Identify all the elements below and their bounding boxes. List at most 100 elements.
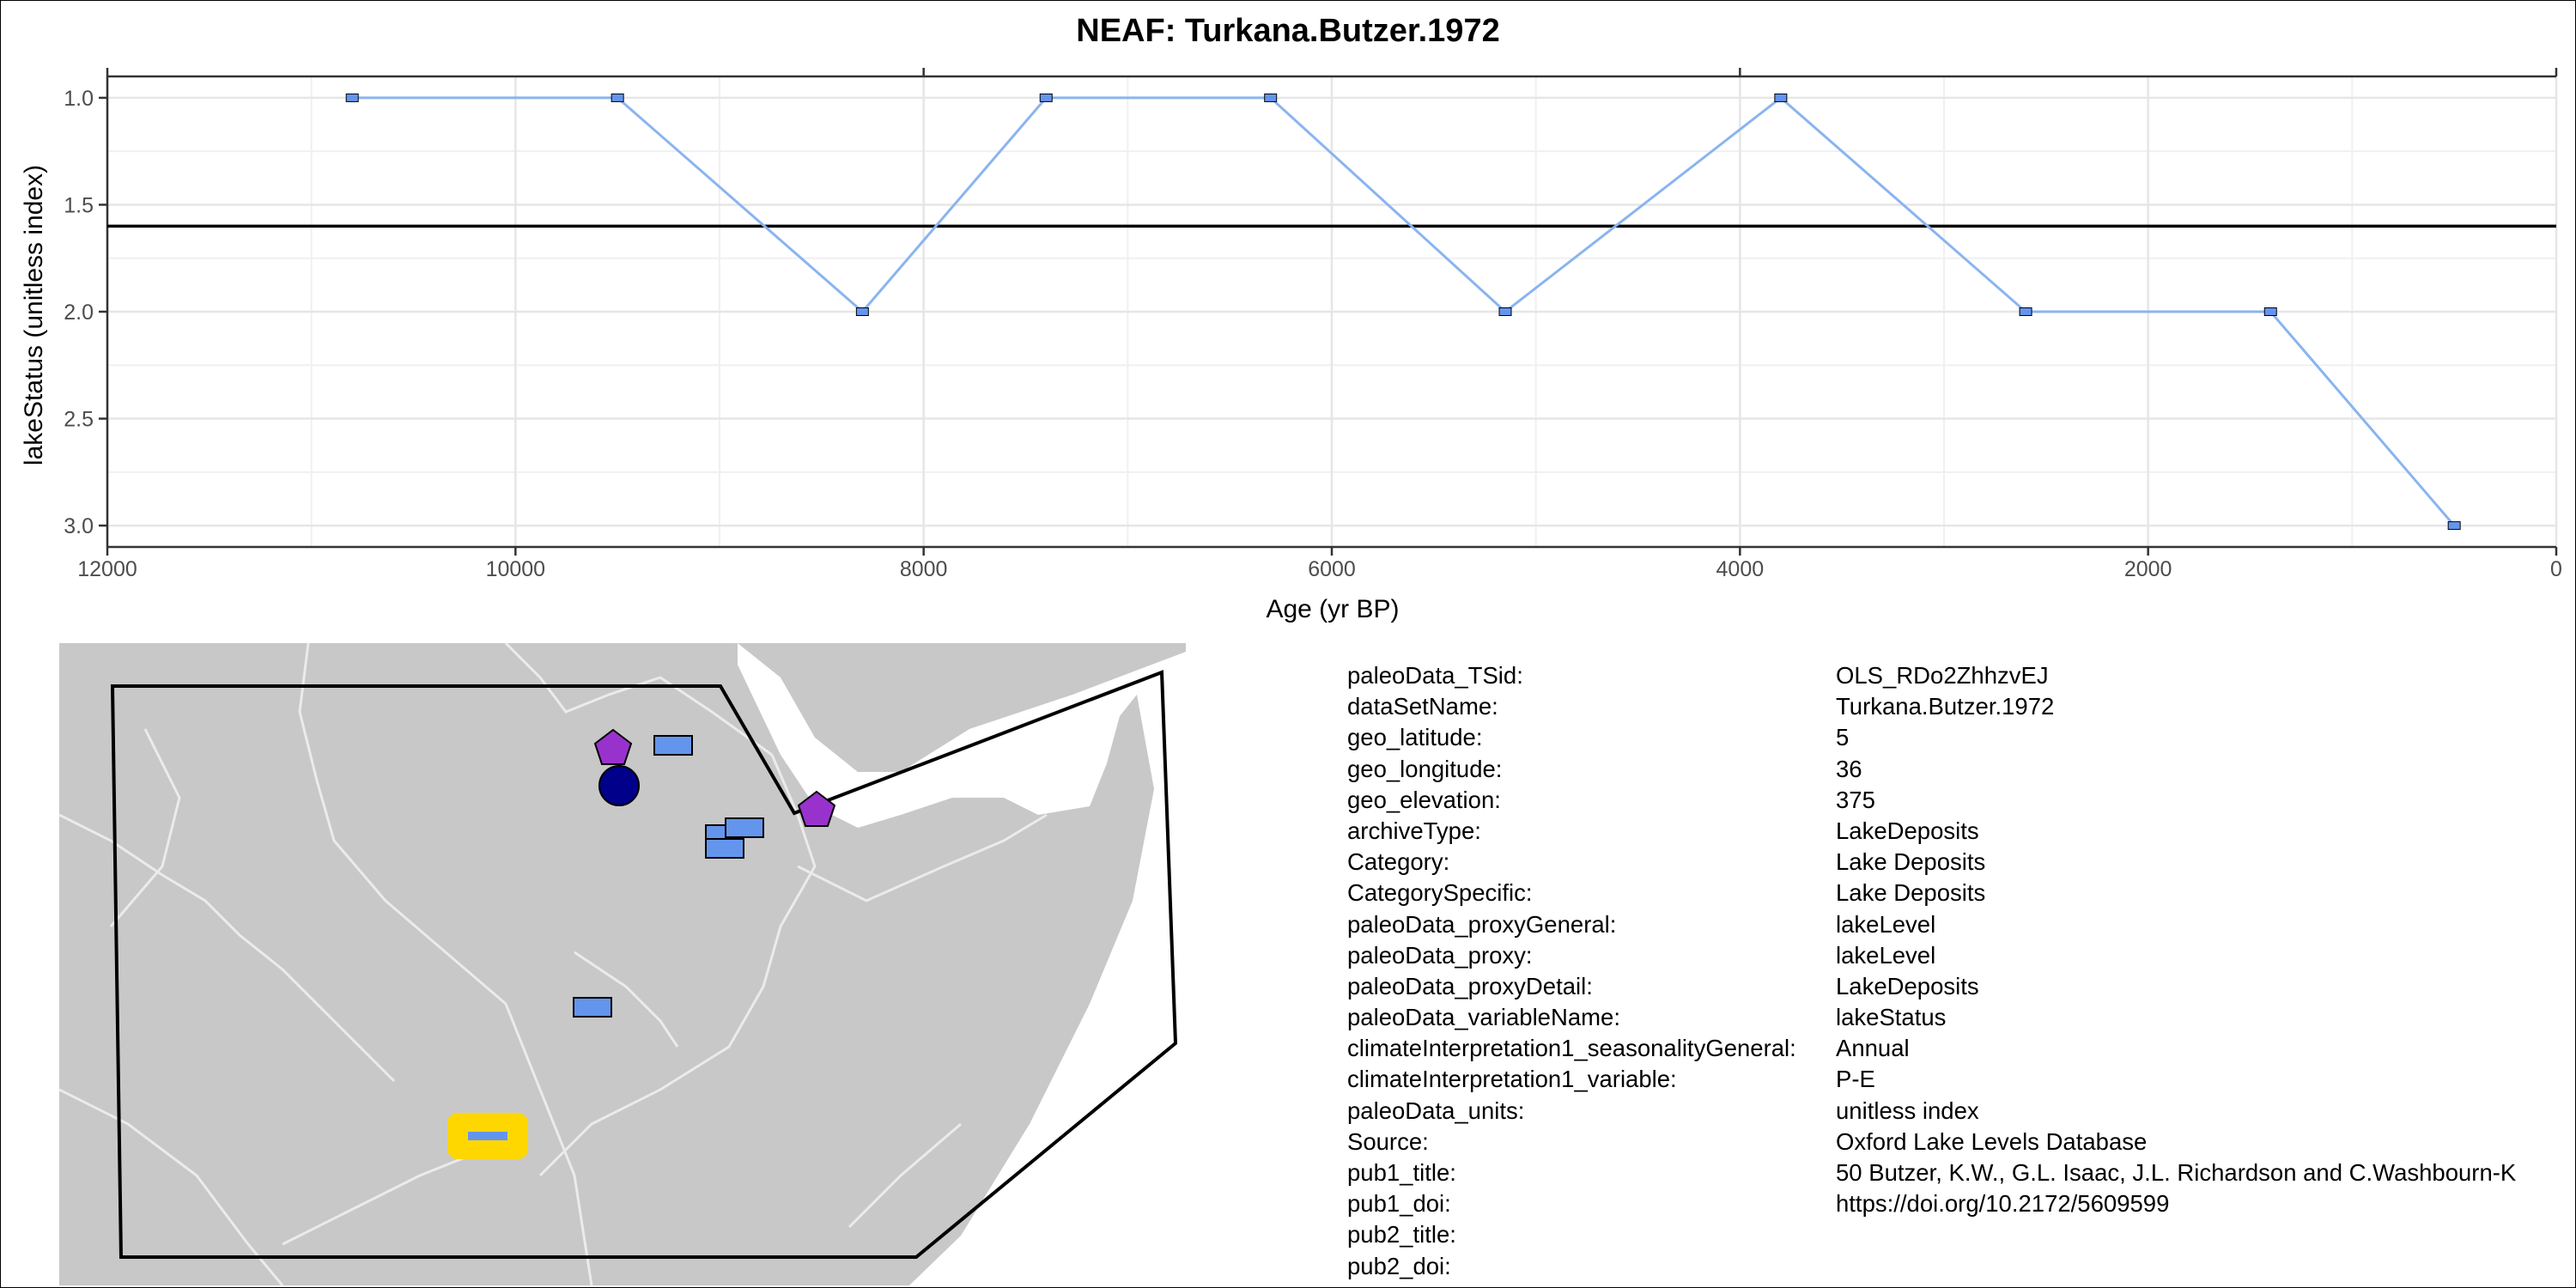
metadata-row: archiveType: LakeDeposits xyxy=(1347,816,2516,847)
y-tick-label: 1.5 xyxy=(64,193,94,217)
data-point xyxy=(855,307,869,316)
metadata-row: paleoData_proxyDetail: LakeDeposits xyxy=(1347,971,2516,1002)
metadata-value: P-E xyxy=(1836,1066,1875,1093)
lake-status-chart: 12000 10000 8000 6000 4000 2000 0 1.0 1.5 2.0 2.5 3… xyxy=(20,68,2562,623)
data-point xyxy=(2019,307,2032,316)
metadata-key: paleoData_proxyDetail: xyxy=(1347,972,1593,999)
metadata-row: paleoData_proxyGeneral: lakeLevel xyxy=(1347,909,2516,940)
metadata-value: LakeDeposits xyxy=(1836,972,1979,999)
y-tick-label: 3.0 xyxy=(64,514,94,538)
x-tick-label: 2000 xyxy=(2124,557,2172,581)
metadata-key: climateInterpretation1_seasonalityGenera… xyxy=(1347,1035,1796,1062)
metadata-row: Category: Lake Deposits xyxy=(1347,847,2516,878)
metadata-row: CategorySpecific: Lake Deposits xyxy=(1347,878,2516,908)
x-tick-label: 12000 xyxy=(77,557,137,581)
metadata-row: pub2_title: xyxy=(1347,1219,2516,1250)
region-boundary xyxy=(110,670,1178,1259)
country-borders xyxy=(59,643,1048,1285)
x-tick-label: 8000 xyxy=(900,557,948,581)
metadata-value: unitless index xyxy=(1836,1097,1979,1124)
metadata-key: CategorySpecific: xyxy=(1347,879,1533,907)
data-point xyxy=(611,93,624,102)
y-axis-label: lakeStatus (unitless index) xyxy=(20,165,48,465)
data-point xyxy=(2263,307,2277,316)
metadata-value: 36 xyxy=(1836,755,1862,782)
data-point xyxy=(1264,93,1278,102)
metadata-value: LakeDeposits xyxy=(1836,817,1979,844)
x-axis-label: Age (yr BP) xyxy=(1266,595,1399,623)
metadata-value: https://doi.org/10.2172/5609599 xyxy=(1836,1190,2170,1218)
metadata-key: Category: xyxy=(1347,848,1450,876)
y-tick-label: 2.0 xyxy=(64,301,94,325)
metadata-value: 375 xyxy=(1836,786,1875,813)
metadata-row: geo_longitude: 36 xyxy=(1347,754,2516,785)
metadata-key: paleoData_TSid: xyxy=(1347,662,1523,689)
map-site-marker-4 xyxy=(725,817,764,838)
data-point xyxy=(1774,93,1788,102)
y-tick-label: 1.0 xyxy=(64,87,94,111)
map-site-marker-3 xyxy=(705,838,744,859)
x-tick-label: 10000 xyxy=(486,557,546,581)
metadata-row: dataSetName: Turkana.Butzer.1972 xyxy=(1347,691,2516,722)
metadata-row: geo_latitude: 5 xyxy=(1347,722,2516,753)
metadata-key: paleoData_units: xyxy=(1347,1097,1525,1124)
metadata-value: 50 Butzer, K.W., G.L. Isaac, J.L. Richar… xyxy=(1836,1159,2517,1186)
metadata-table: paleoData_TSid: OLS_RDo2ZhhzvEJ dataSetNam… xyxy=(1347,660,2516,1282)
metadata-value: lakeLevel xyxy=(1836,941,1936,969)
metadata-key: dataSetName: xyxy=(1347,693,1498,720)
map-land-arabia xyxy=(738,643,1186,772)
map-pentagon-marker-2 xyxy=(797,790,836,827)
y-tick-label: 2.5 xyxy=(64,408,94,432)
site-map xyxy=(59,643,1186,1285)
metadata-row: pub2_doi: xyxy=(1347,1251,2516,1282)
metadata-key: Source: xyxy=(1347,1127,1429,1155)
data-point xyxy=(345,93,359,102)
metadata-value: Oxford Lake Levels Database xyxy=(1836,1127,2148,1155)
metadata-value: Turkana.Butzer.1972 xyxy=(1836,693,2055,720)
metadata-key: pub2_doi: xyxy=(1347,1252,1451,1279)
metadata-key: geo_latitude: xyxy=(1347,724,1483,751)
metadata-row: paleoData_variableName: lakeStatus xyxy=(1347,1002,2516,1033)
metadata-row: climateInterpretation1_variable: P-E xyxy=(1347,1064,2516,1095)
metadata-value: lakeStatus xyxy=(1836,1004,1947,1031)
metadata-row: pub1_doi: https://doi.org/10.2172/5609599 xyxy=(1347,1188,2516,1219)
metadata-key: paleoData_variableName: xyxy=(1347,1004,1620,1031)
data-point xyxy=(1498,307,1512,316)
metadata-value: 5 xyxy=(1836,724,1850,751)
chart-title: NEAF: Turkana.Butzer.1972 xyxy=(1076,13,1500,49)
metadata-row: Source: Oxford Lake Levels Database xyxy=(1347,1127,2516,1157)
data-point xyxy=(1039,93,1053,102)
metadata-key: pub1_doi: xyxy=(1347,1190,1451,1218)
metadata-value: Lake Deposits xyxy=(1836,879,1986,907)
highlighted-site-marker xyxy=(468,1132,507,1140)
metadata-row: paleoData_proxy: lakeLevel xyxy=(1347,940,2516,971)
x-tick-label: 4000 xyxy=(1716,557,1765,581)
series-line xyxy=(352,95,2456,527)
metadata-key: climateInterpretation1_variable: xyxy=(1347,1066,1677,1093)
metadata-key: geo_longitude: xyxy=(1347,755,1503,782)
map-site-marker-1 xyxy=(653,735,693,756)
metadata-value: Lake Deposits xyxy=(1836,848,1986,876)
metadata-row: geo_elevation: 375 xyxy=(1347,785,2516,816)
metadata-row: paleoData_units: unitless index xyxy=(1347,1096,2516,1127)
metadata-row: pub1_title: 50 Butzer, K.W., G.L. Isaac, … xyxy=(1347,1157,2516,1188)
metadata-value: Annual xyxy=(1836,1035,1910,1062)
map-land xyxy=(59,643,1154,1285)
map-site-marker-5 xyxy=(573,997,612,1018)
metadata-key: geo_elevation: xyxy=(1347,786,1501,813)
metadata-row: paleoData_TSid: OLS_RDo2ZhhzvEJ xyxy=(1347,660,2516,691)
metadata-key: pub1_title: xyxy=(1347,1159,1456,1186)
metadata-key: paleoData_proxyGeneral: xyxy=(1347,910,1617,938)
metadata-key: archiveType: xyxy=(1347,817,1481,844)
x-tick-label: 0 xyxy=(2550,557,2562,581)
map-pentagon-marker-1 xyxy=(593,728,633,765)
metadata-key: paleoData_proxy: xyxy=(1347,941,1533,969)
x-tick-label: 6000 xyxy=(1308,557,1356,581)
metadata-value: OLS_RDo2ZhhzvEJ xyxy=(1836,662,2049,689)
map-circle-marker xyxy=(598,765,640,806)
metadata-value: lakeLevel xyxy=(1836,910,1936,938)
metadata-row: climateInterpretation1_seasonalityGenera… xyxy=(1347,1033,2516,1064)
data-point xyxy=(2447,521,2461,531)
metadata-key: pub2_title: xyxy=(1347,1221,1456,1249)
